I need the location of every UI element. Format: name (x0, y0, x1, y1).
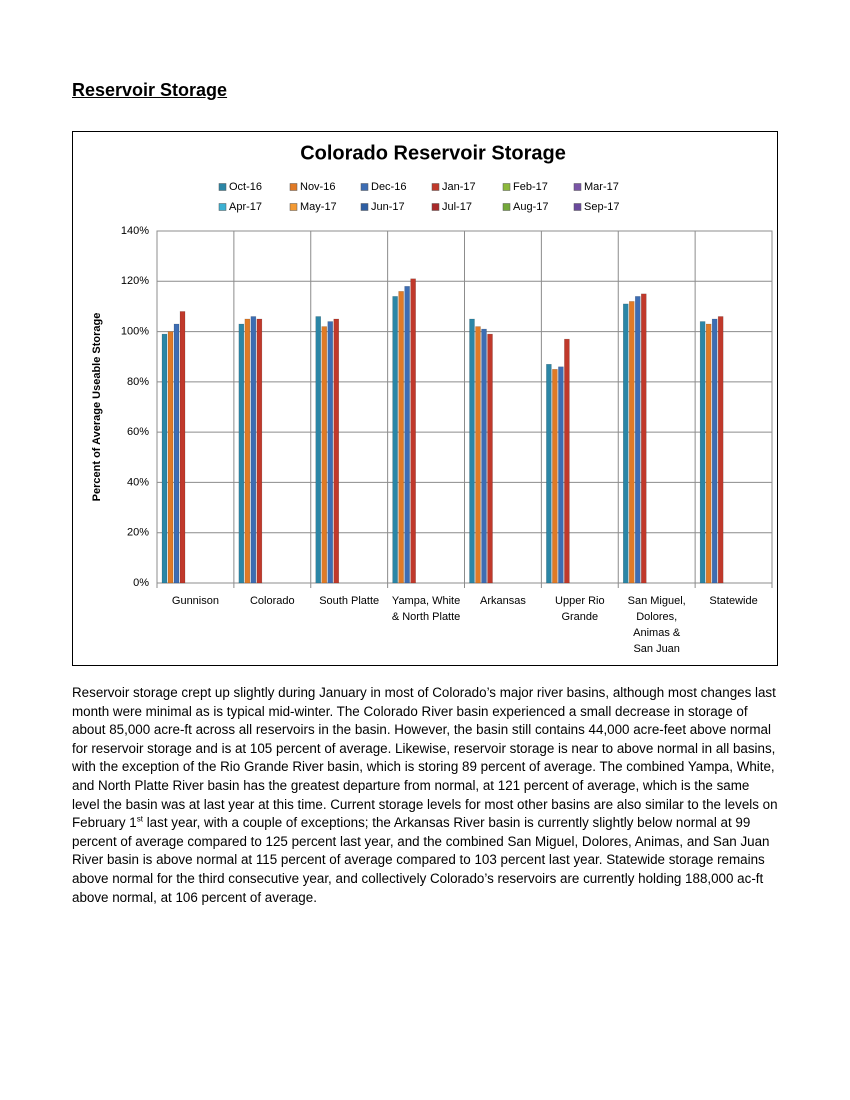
legend-label: May-17 (300, 201, 337, 213)
legend-swatch (289, 203, 298, 211)
x-tick-label: Statewide (709, 595, 758, 607)
y-tick-label: 120% (121, 275, 149, 287)
bar (622, 303, 629, 584)
x-tick-label: Colorado (249, 595, 295, 607)
bar (629, 301, 635, 584)
bar (475, 326, 481, 584)
x-tick-label: Upper Rio Grande (555, 595, 605, 623)
bar (410, 278, 416, 584)
legend-label: Dec-16 (371, 181, 406, 193)
bar (717, 316, 724, 584)
bar (398, 291, 404, 584)
legend-label: Sep-17 (584, 201, 619, 213)
y-tick-label: 40% (127, 476, 149, 488)
bar (481, 328, 487, 584)
x-tick-label: San Miguel, Dolores, Animas & San Juan (627, 595, 686, 655)
bar (256, 318, 263, 584)
y-tick-label: 20% (127, 527, 149, 539)
bar (238, 323, 245, 584)
x-tick-label: Yampa, White & North Platte (391, 595, 461, 623)
y-tick-label: 100% (121, 325, 149, 337)
chart-title: Colorado Reservoir Storage (300, 142, 566, 164)
bar (321, 326, 328, 584)
superscript: st (136, 814, 143, 824)
legend-swatch (502, 203, 511, 211)
legend-label: Apr-17 (229, 201, 262, 213)
bar (641, 293, 647, 584)
legend-swatch (360, 183, 369, 191)
legend-label: Jul-17 (442, 201, 472, 213)
bar (469, 318, 475, 584)
bar (167, 331, 174, 584)
legend-label: Nov-16 (300, 181, 335, 193)
bar (705, 323, 712, 584)
legend-swatch (218, 203, 227, 211)
chart-box: Colorado Reservoir Storage Percent of Av… (72, 131, 778, 666)
bar (179, 311, 186, 584)
legend-swatch (502, 183, 511, 191)
bar (327, 321, 334, 584)
bar (552, 369, 558, 584)
bar (635, 296, 641, 584)
legend-swatch (431, 203, 440, 211)
bar (404, 286, 410, 584)
legend-swatch (573, 183, 582, 191)
bar (173, 323, 180, 584)
bar (546, 364, 552, 584)
bar (333, 318, 340, 584)
bar (558, 366, 564, 584)
y-tick-label: 60% (127, 426, 149, 438)
y-tick-label: 80% (127, 376, 149, 388)
legend-swatch (431, 183, 440, 191)
legend-swatch (289, 183, 298, 191)
legend-swatch (360, 203, 369, 211)
y-tick-label: 0% (133, 577, 149, 589)
bar (564, 338, 570, 584)
text: Reservoir storage crept up slightly duri… (72, 685, 778, 831)
legend-swatch (218, 183, 227, 191)
legend-label: Jan-17 (442, 181, 476, 193)
legend-swatch (573, 203, 582, 211)
bar (699, 321, 706, 584)
legend-label: Aug-17 (513, 201, 548, 213)
plot-border (156, 230, 773, 584)
bar (711, 318, 718, 584)
legend-label: Mar-17 (584, 181, 619, 193)
x-tick-label: Arkansas (480, 595, 526, 607)
legend-label: Jun-17 (371, 201, 405, 213)
bar (161, 333, 168, 584)
legend-label: Oct-16 (229, 181, 262, 193)
bar (244, 318, 251, 584)
bar (487, 333, 493, 584)
x-tick-label: South Platte (319, 595, 380, 607)
legend-label: Feb-17 (513, 181, 548, 193)
bar (392, 296, 398, 584)
y-axis-label: Percent of Average Useable Storage (91, 313, 103, 502)
text: last year, with a couple of exceptions; … (72, 815, 770, 905)
bar (315, 316, 322, 584)
section-heading: Reservoir Storage (72, 80, 228, 100)
x-tick-label: Gunnison (171, 595, 219, 607)
chart: Colorado Reservoir Storage Percent of Av… (91, 142, 773, 589)
bar (250, 316, 257, 584)
paragraph: Reservoir storage crept up slightly duri… (72, 684, 780, 907)
y-tick-label: 140% (121, 225, 149, 237)
